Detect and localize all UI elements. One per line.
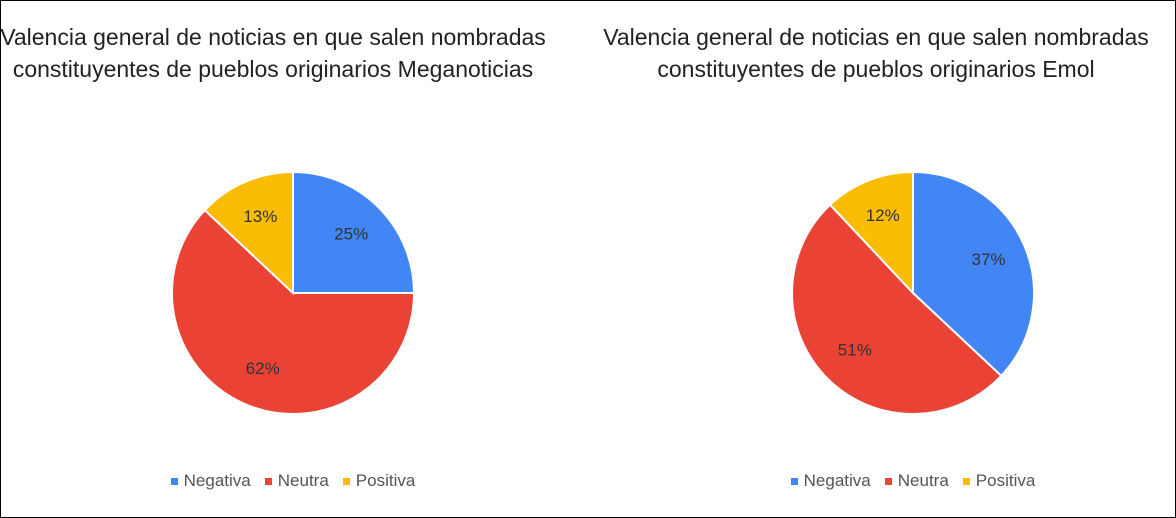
pie-slice (912, 170, 1036, 378)
legend-item: Positiva (342, 471, 416, 491)
pie-slice (171, 208, 416, 415)
legend-label: Neutra (277, 471, 329, 490)
legend-item: Neutra (264, 471, 329, 491)
chart-title: Valencia general de noticias en que sale… (0, 24, 546, 82)
legend-label: Positiva (975, 471, 1036, 490)
legend: Negativa Neutra Positiva (703, 471, 1123, 491)
legend-item: Negativa (790, 471, 871, 491)
legend-swatch (170, 477, 178, 485)
data-label: 13% (243, 207, 277, 226)
legend-label: Positiva (355, 471, 416, 490)
data-label: 51% (838, 341, 872, 360)
legend-item: Positiva (962, 471, 1036, 491)
legend-swatch (884, 477, 892, 485)
legend-swatch (962, 477, 970, 485)
chart-title: Valencia general de noticias en que sale… (603, 24, 1149, 82)
legend-label: Negativa (183, 471, 251, 490)
legend-item: Negativa (170, 471, 251, 491)
legend-label: Neutra (897, 471, 949, 490)
data-label: 37% (971, 250, 1005, 269)
pie-slice (828, 170, 914, 296)
legend-item: Neutra (884, 471, 949, 491)
data-label: 12% (866, 206, 900, 225)
legend: Negativa Neutra Positiva (83, 471, 503, 491)
data-label: 62% (246, 359, 280, 378)
legend-swatch (790, 477, 798, 485)
pie-slice (791, 203, 1003, 415)
data-label: 25% (334, 224, 368, 243)
legend-label: Negativa (803, 471, 871, 490)
legend-swatch (264, 477, 272, 485)
pie-slice (203, 170, 294, 296)
legend-swatch (342, 477, 350, 485)
pie-slice (292, 170, 416, 294)
